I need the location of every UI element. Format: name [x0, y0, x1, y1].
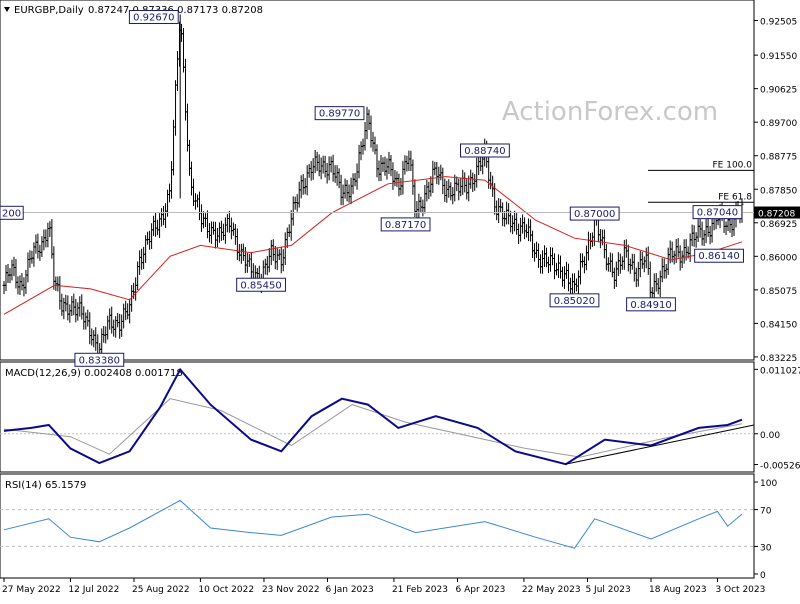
annotation-label: 0.88740	[464, 146, 505, 157]
x-tick-label: 25 Aug 2022	[132, 585, 190, 595]
annotation-label: 0.85450	[240, 280, 281, 291]
price-y-tick-label: 0.88775	[760, 153, 797, 163]
macd-signal-line	[3, 398, 743, 458]
macd-title: MACD(12,26,9) 0.002408 0.001718	[5, 368, 183, 379]
price-y-tick-label: 0.83225	[760, 354, 797, 364]
annotation-label: 0.83380	[79, 355, 120, 366]
macd-y-tick-label: 0.00	[760, 431, 780, 441]
annotation-label: 0.87000	[574, 209, 615, 220]
rsi-line	[3, 499, 743, 549]
rsi-title: RSI(14) 65.1579	[5, 480, 86, 491]
macd-trendline	[565, 424, 755, 465]
annotation-label: 0.92670	[133, 13, 174, 24]
annotation-box	[0, 205, 24, 220]
header-icon	[4, 7, 10, 12]
annotation-box	[692, 205, 743, 220]
rsi-y-tick-label: 0	[760, 571, 766, 581]
annotation-box	[380, 217, 431, 232]
price-y-tick-label: 0.89700	[760, 119, 797, 129]
rsi-y-tick-label: 70	[760, 507, 772, 517]
x-tick-label: 18 Aug 2023	[649, 585, 707, 595]
annotation-label: 0.89770	[319, 109, 360, 120]
annotation-box	[128, 10, 179, 25]
x-tick-label: 6 Apr 2023	[455, 585, 505, 595]
annotation-label: 0.85020	[554, 296, 595, 307]
annotation-label: 0.86140	[698, 251, 739, 262]
price-y-tick-label: 0.87850	[760, 186, 797, 196]
rsi-y-tick-label: 100	[760, 479, 777, 489]
annotation-label: 200	[2, 208, 21, 219]
x-tick-label: 3 Oct 2023	[715, 585, 765, 595]
annotation-box	[626, 297, 676, 312]
annotation-box	[694, 248, 744, 263]
x-axis: 27 May 2022 12 Jul 2022 25 Aug 2022 10 Oct …	[2, 578, 765, 595]
price-y-tick-label: 0.85075	[760, 287, 797, 297]
annotation-box	[74, 352, 125, 367]
price-y-tick-label: 0.86925	[760, 220, 797, 230]
symbol-label: EURGBP,Daily	[14, 5, 84, 16]
annotation-label: 0.87170	[385, 220, 426, 231]
x-tick-label: 10 Oct 2022	[198, 585, 254, 595]
price-y-tick-label: 0.84150	[760, 320, 797, 330]
rsi-layer	[0, 499, 754, 549]
price-y-tick-label: 0.90625	[760, 86, 797, 96]
price-y-tick-label: 0.91550	[760, 52, 797, 62]
macd-line	[3, 367, 743, 466]
rsi-panel	[0, 473, 755, 579]
macd-layer	[0, 367, 755, 466]
fib-label: FE 100.0	[713, 160, 753, 170]
annotation-box	[236, 277, 286, 292]
fib-label: FE 61.8	[718, 192, 752, 202]
axes-layer: 0.92505 0.91550 0.90625 0.89700 0.88775 0.878…	[754, 18, 800, 581]
annotation-box	[569, 206, 620, 221]
x-tick-label: 12 Jul 2022	[68, 585, 119, 595]
annotation-box	[314, 106, 365, 121]
annotation-box	[460, 143, 510, 158]
annotation-box	[549, 293, 600, 308]
rsi-y-tick-label: 30	[760, 543, 772, 553]
annotation-label: 0.84910	[630, 300, 671, 311]
price-y-tick-label: 0.86000	[760, 253, 797, 263]
x-tick-label: 6 Jan 2023	[326, 585, 374, 595]
annotation-label: 0.87040	[697, 208, 738, 219]
current-price-tag	[754, 206, 800, 219]
x-tick-label: 27 May 2022	[2, 585, 61, 595]
x-tick-label: 5 Jul 2023	[585, 585, 630, 595]
price-layer: FE 100.0 FE 61.8 0.92670 0.89770 0.88740 0.87…	[0, 10, 754, 367]
x-tick-label: 23 Nov 2022	[262, 585, 320, 595]
watermark: ActionForex.com	[502, 97, 718, 127]
current-price-tag-label: 0.87208	[758, 210, 795, 220]
x-tick-label: 21 Feb 2023	[392, 585, 448, 595]
macd-y-tick-label: 0.011027	[760, 366, 800, 376]
macd-y-tick-label: -0.005267	[760, 462, 800, 472]
moving-average-line	[3, 176, 743, 315]
price-y-tick-label: 0.92505	[760, 18, 797, 28]
x-tick-label: 22 May 2023	[522, 585, 581, 595]
